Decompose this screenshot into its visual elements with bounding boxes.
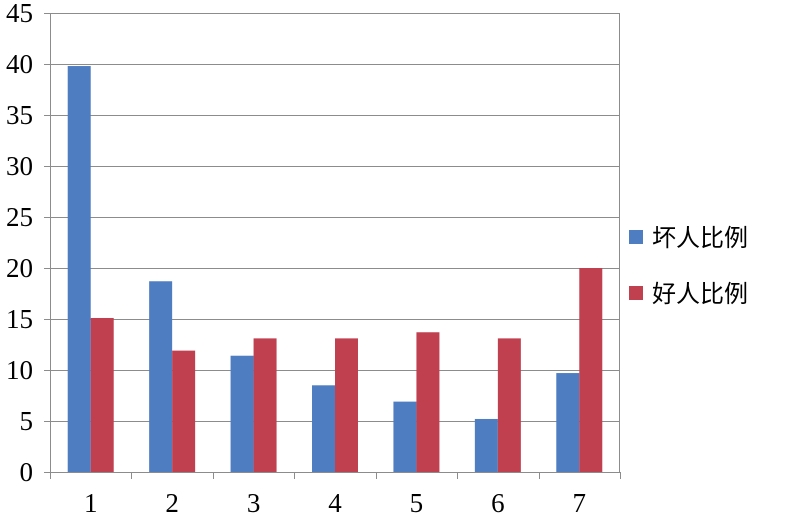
bar-series-2-cat-6 (497, 338, 521, 472)
bar-series-1-cat-1 (67, 66, 91, 472)
bar-series-1-cat-6 (474, 418, 498, 472)
bar-series-2-cat-3 (253, 338, 277, 472)
bar-series-1-cat-3 (230, 355, 254, 472)
y-tick-label: 15 (6, 304, 33, 334)
bar-series-1-cat-2 (149, 281, 173, 472)
bar-series-1-cat-4 (312, 385, 335, 472)
y-tick-label: 45 (6, 0, 33, 28)
x-axis-ticks: 1 2 3 4 5 6 7 (50, 472, 621, 517)
gridlines (50, 13, 620, 422)
y-tick-label: 20 (6, 253, 33, 283)
x-tick-label: 1 (84, 488, 98, 517)
y-tick-label: 40 (6, 49, 33, 79)
legend-label-series-2: 好人比例 (652, 280, 748, 308)
x-tick-label: 4 (328, 488, 342, 517)
y-tick-label: 25 (6, 202, 33, 232)
x-tick-label: 3 (247, 488, 261, 517)
bar-series-2-cat-1 (90, 317, 114, 472)
bar-series-2-cat-5 (416, 332, 440, 472)
bar-series-1-cat-5 (393, 401, 417, 472)
bar-series-2-cat-7 (579, 268, 603, 472)
bar-series-2-cat-2 (172, 350, 196, 472)
legend-label-series-1: 坏人比例 (652, 224, 748, 252)
bar-series-1-cat-7 (556, 373, 580, 472)
y-tick-label: 30 (6, 151, 33, 181)
y-tick-label: 35 (6, 100, 33, 130)
x-tick-label: 2 (165, 488, 179, 517)
x-tick-label: 5 (410, 488, 424, 517)
y-tick-label: 10 (6, 355, 33, 385)
bar-series-2-cat-4 (335, 338, 358, 472)
x-tick-label: 7 (573, 488, 587, 517)
y-tick-label: 0 (20, 457, 34, 487)
legend-swatch-series-2 (629, 286, 643, 300)
legend-swatch-series-1 (629, 230, 643, 244)
bars (67, 66, 603, 472)
y-axis-ticks: 0 5 10 15 20 25 30 35 40 45 (6, 0, 50, 487)
axes (50, 13, 620, 473)
x-tick-label: 6 (491, 488, 505, 517)
y-tick-label: 5 (20, 406, 34, 436)
